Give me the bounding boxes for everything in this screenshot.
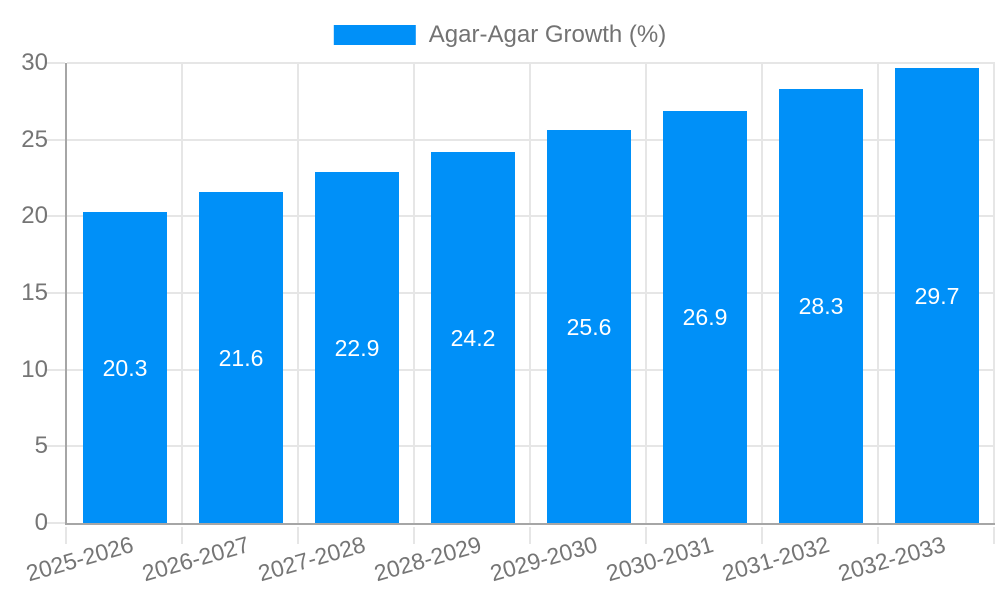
gridline-horizontal <box>67 369 995 371</box>
y-axis-tick <box>46 62 65 64</box>
y-axis-tick-label: 25 <box>21 126 48 153</box>
gridline-vertical <box>761 63 763 523</box>
y-axis-tick-label: 15 <box>21 279 48 306</box>
gridline-vertical <box>413 63 415 523</box>
x-axis-tick <box>877 527 879 544</box>
bar-value-label: 24.2 <box>450 325 496 351</box>
bar[interactable]: 29.7 <box>895 68 979 523</box>
bar[interactable]: 22.9 <box>315 172 399 523</box>
gridline-horizontal <box>67 215 995 217</box>
gridline-vertical <box>529 63 531 523</box>
x-axis-tick <box>761 527 763 544</box>
x-axis-tick <box>529 527 531 544</box>
bar-value-label: 28.3 <box>798 293 844 319</box>
gridline-vertical <box>181 63 183 523</box>
y-axis-tick-label: 5 <box>34 432 48 459</box>
plot-area: 20.3 21.6 22.9 24.2 25.6 26.9 28.3 29.7 <box>46 62 995 544</box>
gridline-vertical <box>877 63 879 523</box>
bar[interactable]: 24.2 <box>431 152 515 523</box>
gridline-vertical <box>993 63 995 523</box>
gridline-horizontal <box>67 445 995 447</box>
y-axis-tick-label: 0 <box>34 509 48 536</box>
y-axis-tick-label: 20 <box>21 202 48 229</box>
legend-label: Agar-Agar Growth (%) <box>428 21 667 48</box>
bar[interactable]: 26.9 <box>663 111 747 523</box>
legend-swatch-icon <box>333 25 416 45</box>
bar[interactable]: 28.3 <box>779 89 863 523</box>
y-axis-tick-label: 10 <box>21 356 48 383</box>
legend-item[interactable]: Agar-Agar Growth (%) <box>333 21 667 49</box>
bar-value-label: 22.9 <box>334 335 380 361</box>
y-axis-tick <box>46 215 65 217</box>
x-axis-tick <box>181 527 183 544</box>
y-axis-tick <box>46 292 65 294</box>
gridline-horizontal <box>67 292 995 294</box>
y-axis-tick <box>46 139 65 141</box>
bar[interactable]: 25.6 <box>547 130 631 523</box>
bar-value-label: 25.6 <box>566 314 612 340</box>
x-axis-tick <box>297 527 299 544</box>
gridline-horizontal <box>67 139 995 141</box>
bar-value-label: 21.6 <box>218 345 264 371</box>
y-axis-tick-label: 30 <box>21 49 48 76</box>
y-axis-tick <box>46 445 65 447</box>
x-axis-tick <box>993 527 995 544</box>
bar-value-label: 20.3 <box>102 355 148 381</box>
bar-value-label: 29.7 <box>914 283 960 309</box>
bar[interactable]: 20.3 <box>83 212 167 523</box>
gridline-vertical <box>645 63 647 523</box>
gridline-horizontal <box>67 62 995 64</box>
y-axis-tick <box>46 369 65 371</box>
gridline-vertical <box>297 63 299 523</box>
x-axis-tick <box>413 527 415 544</box>
y-axis-tick <box>46 522 65 524</box>
bar-value-label: 26.9 <box>682 304 728 330</box>
bar[interactable]: 21.6 <box>199 192 283 523</box>
x-axis-tick <box>645 527 647 544</box>
x-axis-tick <box>65 527 67 544</box>
